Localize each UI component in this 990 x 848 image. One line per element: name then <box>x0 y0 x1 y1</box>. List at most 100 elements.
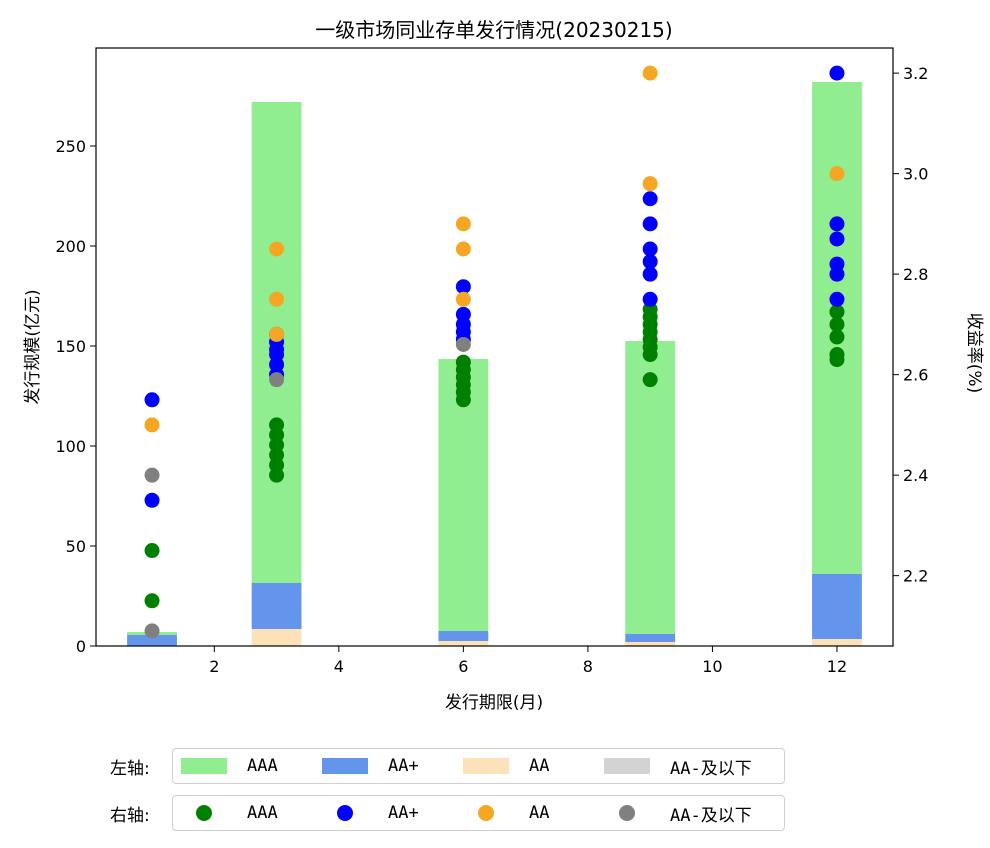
x-axis-label: 发行期限(月) <box>445 693 543 713</box>
legend-left-axis: 左轴: AAA AA+ AA AA-及以下 <box>110 747 785 785</box>
point-AAA-6m <box>455 354 471 370</box>
legend-left-item-aa: AA <box>463 749 604 783</box>
point-AA-1m <box>144 417 160 433</box>
legend-right-label-aa-plus: AA+ <box>388 803 419 823</box>
legend-right-item-aaa: AAA <box>181 796 322 830</box>
point-AA-及以下-1m <box>144 623 160 639</box>
point-AA+-6m <box>455 306 471 322</box>
point-AA-3m <box>269 326 285 342</box>
y-right-tick-label: 3.2 <box>903 64 928 83</box>
x-tick-label: 2 <box>209 657 219 676</box>
point-AA+-12m <box>829 231 845 247</box>
legend-right-box: AAA AA+ AA AA-及以下 <box>172 795 785 831</box>
bar-AA-6m <box>438 641 489 646</box>
legend-right-dot-aa-minus <box>619 805 635 821</box>
legend-right-dot-aaa <box>196 805 212 821</box>
bar-AA+-3m <box>251 583 302 629</box>
y-left-tick-label: 200 <box>55 237 86 256</box>
y-right-tick-label: 2.4 <box>903 466 928 485</box>
x-tick-label: 10 <box>702 657 722 676</box>
legend-right-dot-aa-plus <box>337 805 353 821</box>
legend-right-axis: 右轴: AAA AA+ AA AA-及以下 <box>110 794 785 832</box>
legend-right-item-aa-plus: AA+ <box>322 796 463 830</box>
legend-left-item-aa-minus: AA-及以下 <box>604 749 776 783</box>
point-AA-及以下-1m <box>144 467 160 483</box>
legend-right-label-aa-minus: AA-及以下 <box>670 805 752 826</box>
chart-title: 一级市场同业存单发行情况(20230215) <box>315 18 672 42</box>
bar-AA+-9m <box>625 634 676 642</box>
bar-AA+-6m <box>438 631 489 641</box>
y-right-tick-label: 2.8 <box>903 265 928 284</box>
point-AA+-1m <box>144 392 160 408</box>
point-AAA-3m <box>269 417 285 433</box>
bar-AA+-12m <box>812 574 862 639</box>
legend-left-box: AAA AA+ AA AA-及以下 <box>172 748 785 784</box>
y-left-tick-label: 0 <box>76 637 86 656</box>
point-AA-6m <box>455 291 471 307</box>
point-AAA-9m <box>642 372 658 388</box>
y-right-tick-label: 2.6 <box>903 366 928 385</box>
point-AA+-12m <box>829 291 845 307</box>
legend-left-item-aaa: AAA <box>181 749 322 783</box>
point-AA+-9m <box>642 266 658 282</box>
point-AA-12m <box>829 166 845 182</box>
point-AAA-12m <box>829 329 845 345</box>
point-AA+-12m <box>829 256 845 272</box>
point-AA+-12m <box>829 216 845 232</box>
x-tick-label: 6 <box>458 657 468 676</box>
x-tick-label: 12 <box>827 657 847 676</box>
legend-right-dot-aa <box>478 805 494 821</box>
bar-AA-3m <box>251 629 302 646</box>
legend-right-item-aa-minus: AA-及以下 <box>604 796 776 830</box>
legend-left-label-aa-plus: AA+ <box>388 756 419 776</box>
point-AAA-12m <box>829 347 845 363</box>
axes-layer: 2 4 6 8 10 12 0 50 100 150 200 250 2.2 2.4 2.6 2.8 3.0 3.… <box>55 47 928 676</box>
bar-AA+-1m <box>127 635 177 646</box>
point-AA-6m <box>455 216 471 232</box>
point-AA-9m <box>642 65 658 81</box>
point-AA+-9m <box>642 291 658 307</box>
point-AA+-9m <box>642 241 658 257</box>
y-right-tick-label: 3.0 <box>903 165 928 184</box>
legend-left-label-aa: AA <box>529 756 550 776</box>
point-AA-及以下-6m <box>455 336 471 352</box>
y-left-tick-label: 150 <box>55 337 86 356</box>
bar-AA-9m <box>625 642 676 646</box>
point-AA-3m <box>269 241 285 257</box>
point-AA+-9m <box>642 216 658 232</box>
point-AA+-12m <box>829 65 845 81</box>
bar-AA-12m <box>812 639 862 646</box>
legend-right-label-aaa: AAA <box>247 803 278 823</box>
bar-AAA-9m <box>625 341 676 634</box>
y-axis-left-label: 发行规模(亿元) <box>23 289 43 404</box>
point-AA+-1m <box>144 492 160 508</box>
legend-right-item-aa: AA <box>463 796 604 830</box>
y-right-tick-label: 2.2 <box>903 567 928 586</box>
legend-left-swatch-aaa <box>181 758 227 774</box>
point-AAA-12m <box>829 304 845 320</box>
legend-left-title: 左轴: <box>110 758 150 779</box>
y-axis-right-label: 收益率(%) <box>964 313 984 393</box>
bars-layer <box>127 82 862 646</box>
legend-left-swatch-aa-plus <box>322 758 368 774</box>
legend-left-swatch-aa <box>463 758 509 774</box>
y-left-tick-label: 50 <box>66 537 86 556</box>
point-AA-6m <box>455 241 471 257</box>
point-AA-3m <box>269 291 285 307</box>
legend-left-swatch-aa-minus <box>604 758 650 774</box>
legend-left-label-aa-minus: AA-及以下 <box>670 758 752 779</box>
point-AA+-9m <box>642 254 658 270</box>
points-layer <box>144 65 845 639</box>
legend-right-label-aa: AA <box>529 803 550 823</box>
y-left-tick-label: 100 <box>55 437 86 456</box>
point-AA+-6m <box>455 279 471 295</box>
legend-right-title: 右轴: <box>110 805 150 826</box>
plot-frame <box>95 47 894 647</box>
chart-canvas: 一级市场同业存单发行情况(20230215) 2 4 6 8 10 12 0 50 100 150… <box>23 18 984 713</box>
legend-left-item-aa-plus: AA+ <box>322 749 463 783</box>
x-tick-label: 4 <box>334 657 344 676</box>
x-tick-label: 8 <box>583 657 593 676</box>
point-AA+-9m <box>642 191 658 207</box>
point-AA-9m <box>642 176 658 192</box>
point-AAA-12m <box>829 316 845 332</box>
